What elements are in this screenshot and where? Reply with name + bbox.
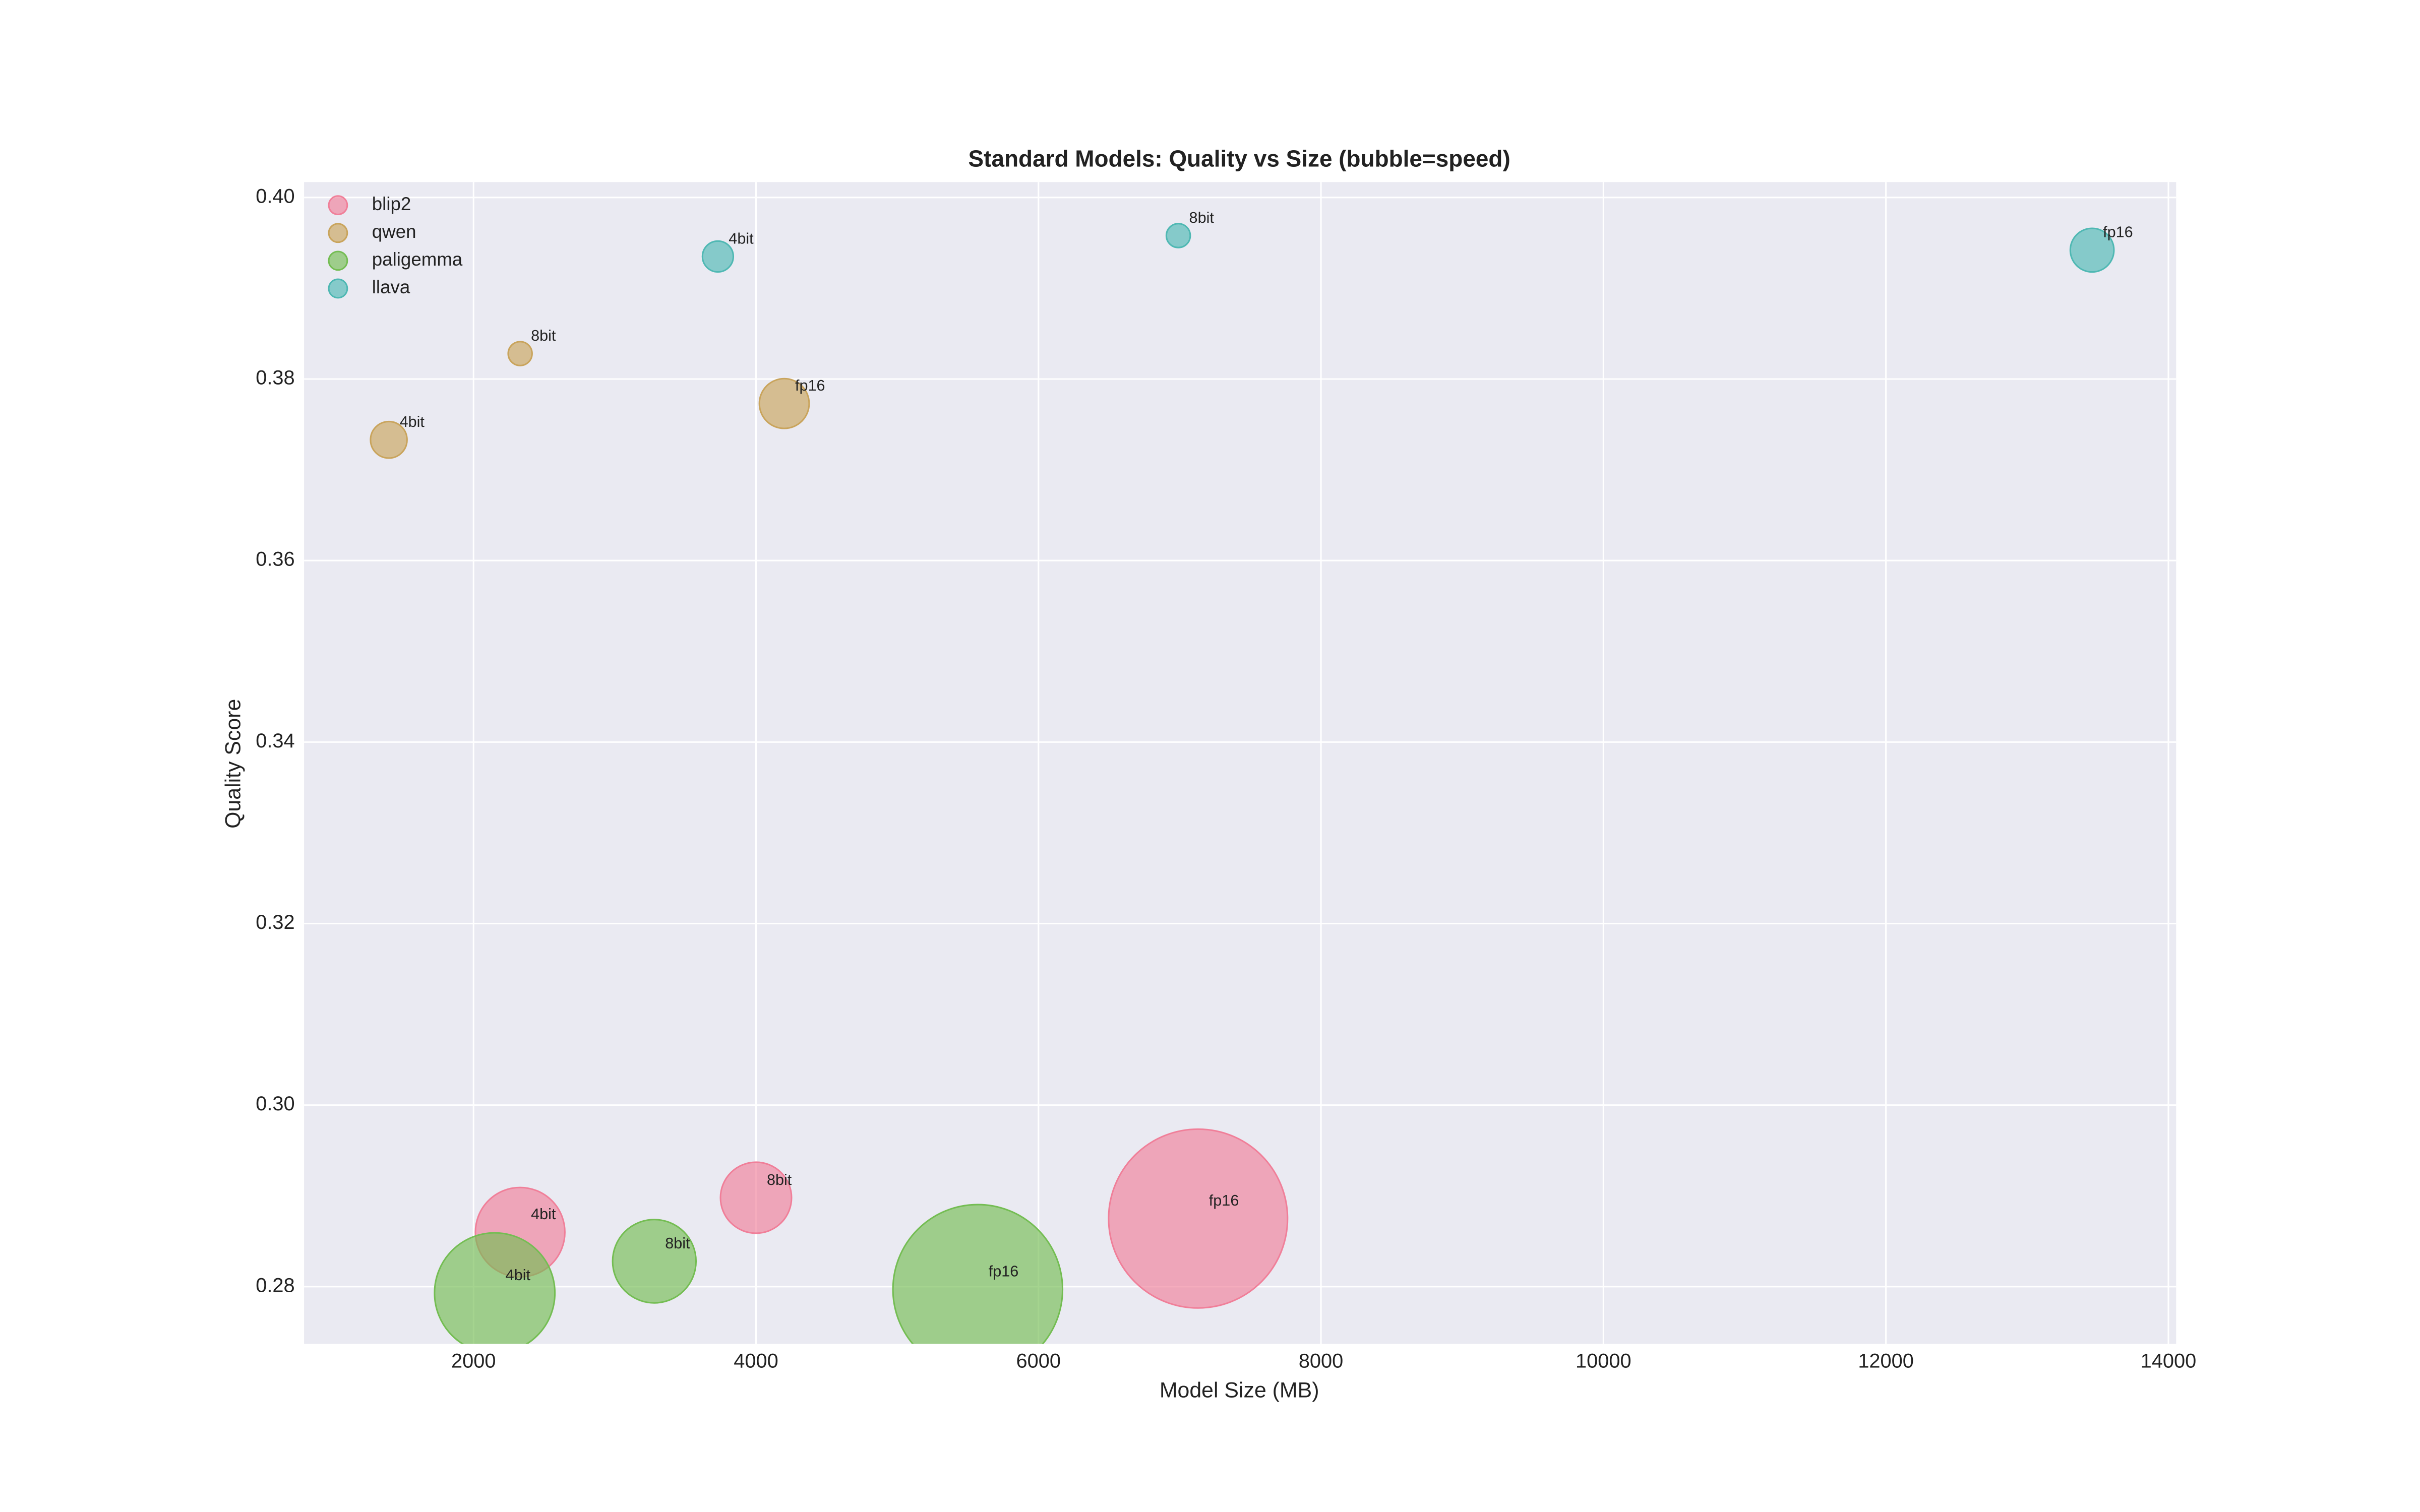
bubble bbox=[1108, 1128, 1289, 1309]
point-label: 4bit bbox=[531, 1206, 556, 1223]
legend-marker bbox=[328, 195, 348, 216]
bubble bbox=[370, 420, 408, 459]
y-tick-label: 0.38 bbox=[256, 367, 294, 389]
point-label: 8bit bbox=[665, 1235, 690, 1252]
chart-title: Standard Models: Quality vs Size (bubble… bbox=[969, 145, 1510, 171]
legend: blip2 qwen paligemma llava bbox=[328, 194, 463, 299]
bubble bbox=[507, 341, 533, 366]
point-label: fp16 bbox=[795, 377, 825, 394]
y-tick-label: 0.34 bbox=[256, 730, 294, 752]
point-label: 8bit bbox=[1189, 209, 1215, 226]
bubble bbox=[612, 1219, 697, 1304]
y-tick-label: 0.36 bbox=[256, 548, 294, 571]
x-tick-label: 2000 bbox=[451, 1350, 496, 1372]
legend-marker bbox=[328, 278, 348, 299]
x-tick-label: 14000 bbox=[2141, 1350, 2197, 1372]
point-label: fp16 bbox=[1209, 1192, 1239, 1209]
x-tick-label: 4000 bbox=[734, 1350, 778, 1372]
bubble bbox=[434, 1232, 556, 1344]
point-label: 8bit bbox=[767, 1171, 792, 1188]
point-labels: 4bit 8bit fp16 4bit 8bit fp16 4bit 8bit fp16 4bit… bbox=[400, 209, 2133, 1284]
y-axis-label: Quality Score bbox=[221, 699, 246, 829]
x-axis-label: Model Size (MB) bbox=[1160, 1378, 1319, 1403]
legend-label: blip2 bbox=[372, 194, 411, 214]
x-tick-label: 8000 bbox=[1299, 1350, 1343, 1372]
bubble bbox=[758, 377, 810, 429]
y-tick-label: 0.30 bbox=[256, 1093, 294, 1115]
x-tick-label: 12000 bbox=[1858, 1350, 1914, 1372]
point-label: 4bit bbox=[400, 413, 425, 430]
legend-marker bbox=[328, 223, 348, 243]
legend-label: paligemma bbox=[372, 249, 463, 270]
y-tick-label: 0.40 bbox=[256, 185, 294, 207]
legend-marker bbox=[328, 250, 348, 271]
legend-label: llava bbox=[372, 277, 410, 297]
grid: 0.28 0.30 0.32 0.34 0.36 0.38 0.40 2000 4000 6000… bbox=[256, 182, 2196, 1372]
bubble bbox=[1165, 223, 1191, 248]
y-tick-label: 0.32 bbox=[256, 911, 294, 933]
y-tick-label: 0.28 bbox=[256, 1274, 294, 1296]
x-tick-label: 6000 bbox=[1016, 1350, 1061, 1372]
bubbles bbox=[370, 223, 2115, 1344]
bubble bbox=[719, 1161, 793, 1234]
point-label: fp16 bbox=[2103, 224, 2133, 241]
legend-label: qwen bbox=[372, 221, 416, 242]
bubble bbox=[701, 240, 735, 273]
bubble bbox=[2069, 227, 2115, 273]
point-label: 8bit bbox=[531, 327, 556, 344]
point-label: fp16 bbox=[989, 1263, 1019, 1280]
point-label: 4bit bbox=[729, 230, 754, 247]
x-tick-label: 10000 bbox=[1576, 1350, 1631, 1372]
bubble bbox=[892, 1204, 1064, 1344]
point-label: 4bit bbox=[506, 1267, 531, 1284]
